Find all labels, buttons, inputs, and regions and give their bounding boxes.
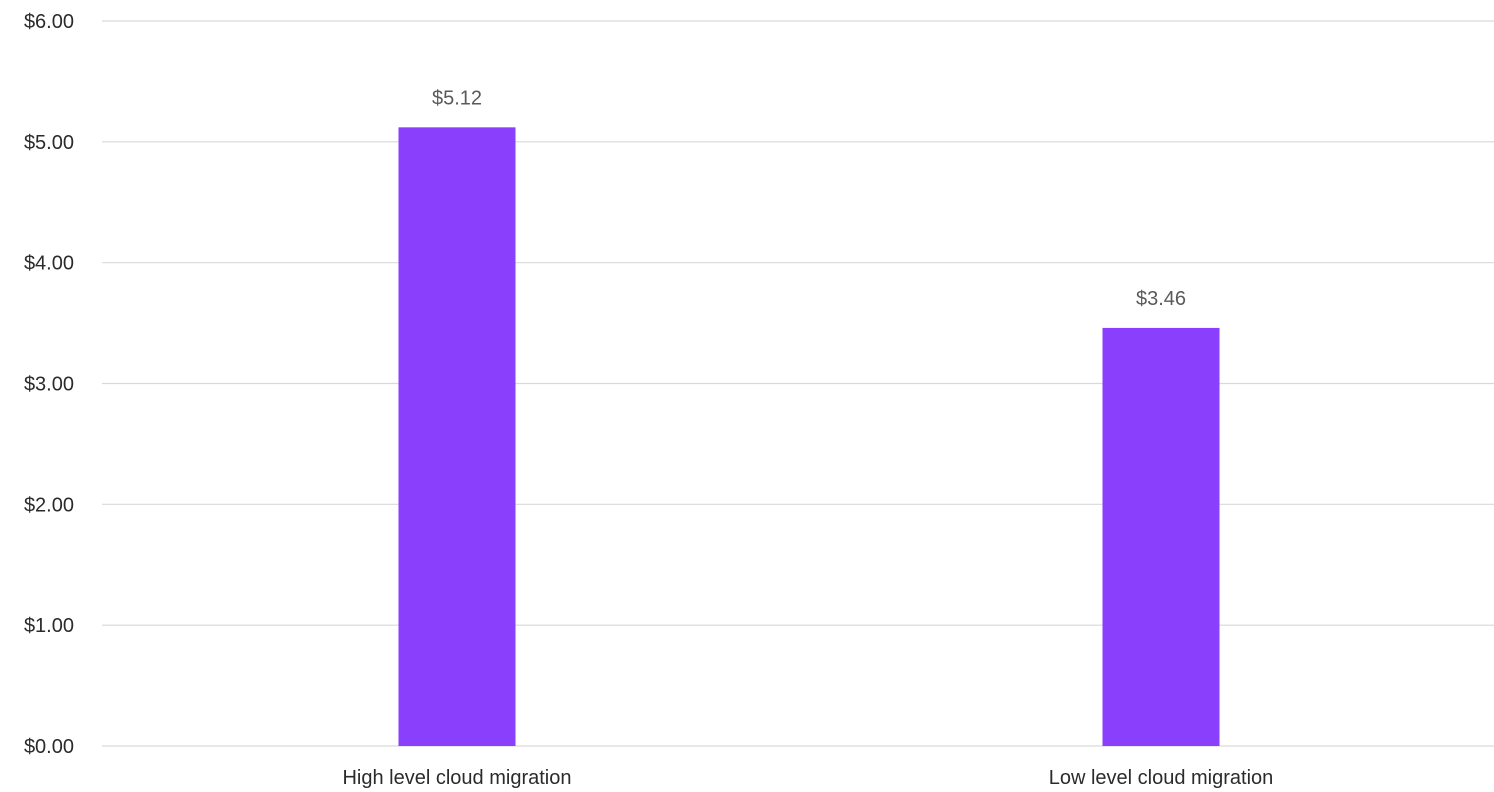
y-tick-label: $3.00	[24, 374, 74, 396]
x-axis-category-labels: High level cloud migration Low level clou…	[342, 767, 1273, 789]
bar-data-label: $3.46	[1136, 288, 1186, 310]
y-axis-tick-labels: $0.00 $1.00 $2.00 $3.00 $4.00 $5.00 $6.00	[24, 11, 74, 758]
data-labels: $5.12 $3.46	[432, 87, 1186, 310]
y-tick-label: $2.00	[24, 494, 74, 516]
x-category-label: Low level cloud migration	[1049, 767, 1274, 789]
x-category-label: High level cloud migration	[342, 767, 571, 789]
y-tick-label: $5.00	[24, 132, 74, 154]
y-tick-label: $6.00	[24, 11, 74, 33]
y-tick-label: $0.00	[24, 736, 74, 758]
y-tick-label: $1.00	[24, 615, 74, 637]
y-tick-label: $4.00	[24, 253, 74, 275]
bar	[398, 127, 516, 747]
bar	[1102, 327, 1220, 746]
bars	[398, 127, 1220, 747]
gridlines	[102, 20, 1494, 747]
bar-data-label: $5.12	[432, 87, 482, 109]
